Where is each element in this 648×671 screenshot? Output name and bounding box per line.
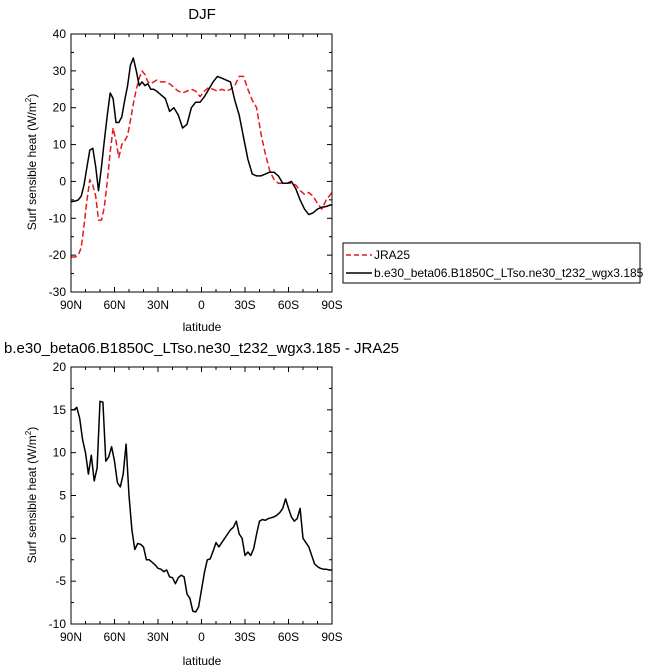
bottom-y-tick-label: 10 [53,446,67,460]
bottom-x-axis-label: latitude [183,654,222,668]
bottom-series-line-0 [71,400,332,613]
bottom-y-axis-label-close: ) [25,427,39,431]
bottom-y-tick-label: -5 [55,574,66,588]
top-x-tick-label: 60S [278,298,299,312]
bottom-y-tick-label: 15 [53,403,67,417]
bottom-chart-title: b.e30_beta06.B1850C_LTso.ne30_t232_wgx3.… [4,340,399,357]
bottom-x-tick-label: 30S [234,630,255,644]
bottom-y-tick-label: 0 [59,531,66,545]
top-y-tick-label: 0 [59,174,66,188]
bottom-x-tick-label: 30N [147,630,169,644]
bottom-y-tick-label: 5 [59,489,66,503]
bottom-panel: b.e30_beta06.B1850C_LTso.ne30_t232_wgx3.… [4,340,399,668]
bottom-y-tick-label: -10 [49,617,67,631]
bottom-y-axis-label: Surf sensible heat (W/m2) [24,427,39,564]
bottom-x-tick-label: 90S [321,630,342,644]
top-x-axis-label: latitude [183,320,222,334]
top-x-tick-label: 30S [234,298,255,312]
top-series-line-1 [70,57,333,216]
bottom-x-tick-label: 60S [278,630,299,644]
top-y-axis-label-sup: 2 [24,97,33,102]
bottom-y-tick-label: 20 [53,360,67,374]
top-y-tick-label: 10 [53,138,67,152]
top-x-tick-label: 90N [60,298,82,312]
top-plot-area: 90N 60N 30N 0 30S 60S 90S -30 -20 -10 0 10 20 30 40 [49,27,343,312]
bottom-y-axis-label-main: Surf sensible heat (W/m [25,435,39,563]
bottom-x-tick-label: 60N [103,630,125,644]
top-y-axis-label-main: Surf sensible heat (W/m [25,102,39,230]
top-plot-frame [70,33,333,293]
legend-label-jra25: JRA25 [374,248,410,262]
bottom-plot-area: 90N 60N 30N 0 30S 60S 90S -10 -5 0 5 10 15 20 [49,360,343,644]
top-y-axis-label: Surf sensible heat (W/m2) [24,94,39,231]
top-y-tick-label: 20 [53,101,67,115]
top-x-tick-label: 30N [147,298,169,312]
top-x-tick-label: 60N [103,298,125,312]
top-y-tick-label: -20 [49,248,67,262]
top-y-axis-label-close: ) [25,94,39,98]
top-x-tick-label: 0 [198,298,205,312]
legend-label-model: b.e30_beta06.B1850C_LTso.ne30_t232_wgx3.… [374,266,644,280]
top-x-tick-label: 90S [321,298,342,312]
bottom-x-tick-label: 90N [60,630,82,644]
legend: JRA25 b.e30_beta06.B1850C_LTso.ne30_t232… [342,242,644,284]
top-panel: DJF 90N 60N 30N 0 30S 60S 90S -30 -20 -10 0 10 20 30 4… [24,6,343,334]
top-y-tick-label: -10 [49,211,67,225]
top-y-tick-label: 40 [53,27,67,41]
legend-box [342,242,641,284]
bottom-y-axis-label-sup: 2 [24,430,33,435]
top-y-tick-label: -30 [49,285,67,299]
top-y-tick-label: 30 [53,64,67,78]
top-chart-title: DJF [188,6,216,23]
bottom-x-tick-label: 0 [198,630,205,644]
